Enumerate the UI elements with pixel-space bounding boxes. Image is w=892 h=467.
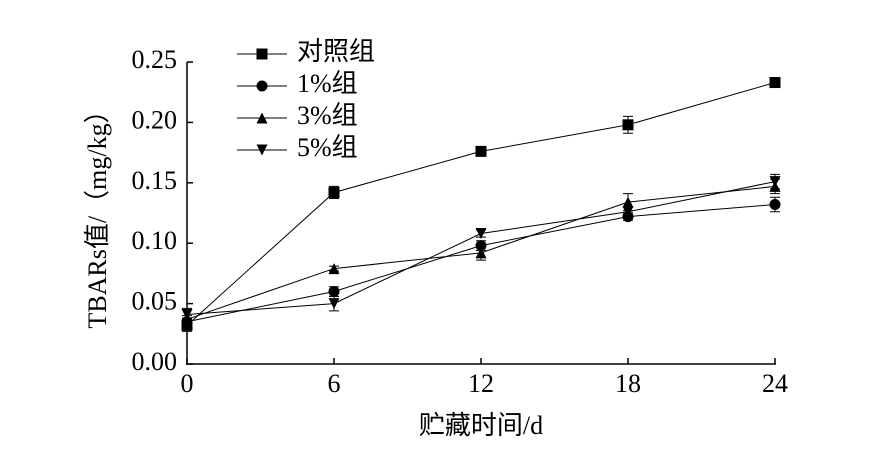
y-tick-label: 0.00 <box>132 347 178 376</box>
y-tick-label: 0.15 <box>132 166 178 195</box>
marker <box>622 119 634 131</box>
marker <box>769 199 781 211</box>
y-tick-label: 0.25 <box>132 45 178 74</box>
marker <box>328 298 340 310</box>
x-tick-label: 0 <box>181 369 194 398</box>
marker <box>181 308 193 320</box>
marker <box>622 196 634 208</box>
marker <box>256 112 268 124</box>
y-tick-label: 0.20 <box>132 105 178 134</box>
x-tick-label: 12 <box>468 369 494 398</box>
legend-label: 1%组 <box>297 69 358 98</box>
marker <box>256 48 268 60</box>
y-tick-label: 0.10 <box>132 226 178 255</box>
marker <box>769 176 781 188</box>
x-tick-label: 18 <box>615 369 641 398</box>
legend-label: 对照组 <box>297 37 375 66</box>
legend-label: 3%组 <box>297 101 358 130</box>
series-line <box>186 204 776 323</box>
marker <box>328 186 340 198</box>
marker <box>256 80 268 92</box>
marker <box>475 228 487 240</box>
marker <box>475 145 487 157</box>
x-tick-label: 24 <box>762 369 788 398</box>
marker <box>622 206 634 218</box>
x-axis-label: 贮藏时间/d <box>419 411 543 440</box>
marker <box>475 247 487 259</box>
marker <box>256 144 268 156</box>
marker <box>328 286 340 298</box>
marker <box>328 263 340 275</box>
x-tick-label: 6 <box>328 369 341 398</box>
legend-label: 5%组 <box>297 133 358 162</box>
marker <box>769 77 781 89</box>
y-tick-label: 0.05 <box>132 287 178 316</box>
y-axis-label: TBARs值/（mg/kg） <box>83 97 112 328</box>
